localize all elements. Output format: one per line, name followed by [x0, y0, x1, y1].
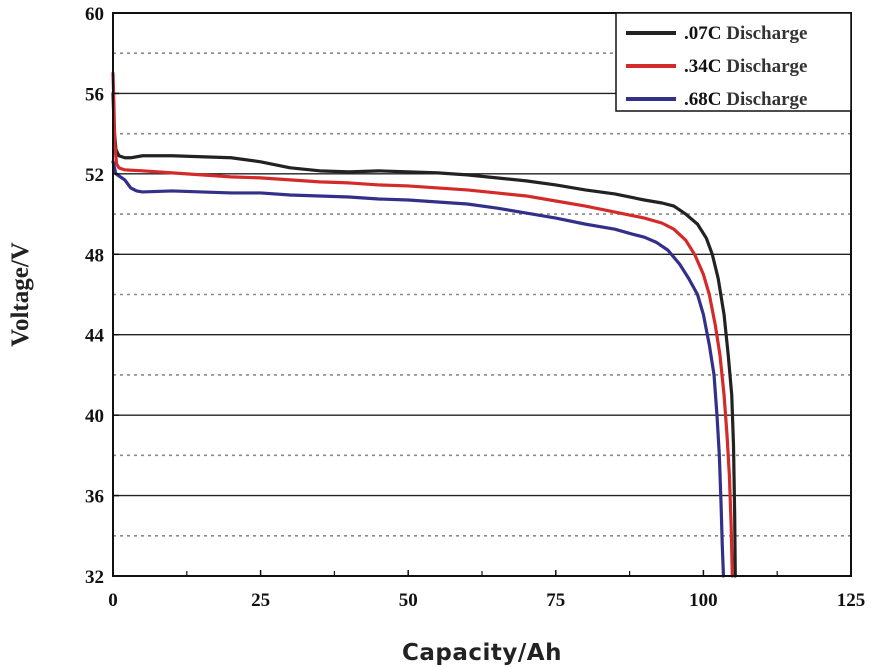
y-tick-label-56: 56 — [85, 84, 104, 105]
legend-rate-1: .07C — [684, 23, 726, 44]
legend-label-2: .34C Discharge — [684, 56, 808, 77]
series-line-3 — [111, 160, 726, 578]
series-line-1 — [111, 91, 737, 578]
legend-label-3: .68C Discharge — [684, 89, 808, 110]
x-tick-label-50: 50 — [399, 590, 418, 611]
x-tick-label-75: 75 — [546, 590, 565, 611]
grid-layer — [113, 52, 851, 537]
y-tick-label-36: 36 — [85, 487, 104, 508]
y-tick-label-40: 40 — [85, 406, 104, 427]
x-tick-label-100: 100 — [689, 590, 718, 611]
legend: .07C Discharge.34C Discharge.68C Dischar… — [615, 12, 852, 112]
legend-label-1: .07C Discharge — [684, 23, 808, 44]
legend-box — [615, 12, 852, 112]
x-tick-label-125: 125 — [837, 590, 866, 611]
legend-suffix-3: Discharge — [726, 89, 807, 110]
x-axis-title: Capacity/Ah — [402, 640, 562, 666]
y-tick-label-52: 52 — [85, 165, 104, 186]
y-tick-label-60: 60 — [85, 4, 104, 25]
legend-rate-2: .34C — [684, 56, 726, 77]
legend-rate-3: .68C — [684, 89, 726, 110]
x-tick-label-0: 0 — [108, 590, 118, 611]
series-layer — [111, 71, 737, 578]
tick-layer: 32 36 40 44 48 52 56 60 0 25 50 75 100 125 — [85, 4, 865, 611]
y-tick-label-48: 48 — [85, 245, 104, 266]
series-line-2 — [111, 71, 734, 578]
x-tick-label-25: 25 — [251, 590, 270, 611]
y-tick-label-44: 44 — [85, 326, 105, 347]
legend-suffix-1: Discharge — [726, 23, 807, 44]
legend-suffix-2: Discharge — [726, 56, 807, 77]
y-tick-label-32: 32 — [85, 567, 104, 588]
y-axis-title: Voltage/V — [7, 242, 34, 347]
